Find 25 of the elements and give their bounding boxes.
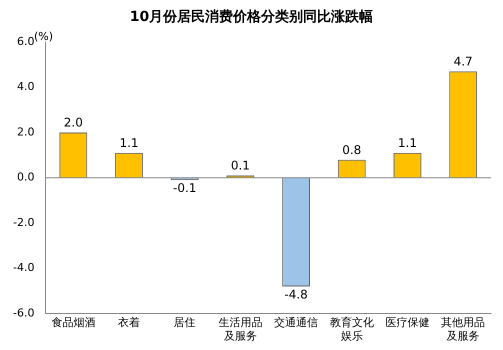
x-tick-label: 衣着 (118, 316, 140, 330)
y-tick-label: -4.0 (12, 261, 34, 274)
y-tick-label: 6.0 (16, 34, 34, 48)
x-tick-label: 教育文化娱乐 (330, 316, 374, 342)
data-label: 1.1 (119, 136, 139, 150)
chart-title: 10月份居民消费价格分类别同比涨跌幅 (128, 8, 374, 27)
data-label: 0.8 (342, 142, 362, 157)
y-tick-label: -2.0 (12, 216, 34, 229)
y-tick-label: 2.0 (16, 125, 34, 138)
data-label: 1.1 (398, 136, 418, 150)
x-tick-label: 生活用品及服务 (218, 316, 262, 342)
data-label: -0.1 (172, 181, 196, 196)
x-tick-label: 交通通信 (274, 316, 318, 330)
data-label: 2.0 (64, 116, 83, 130)
y-axis-title: (%) (34, 30, 54, 43)
x-tick-label: 其他用品及服务 (441, 316, 486, 342)
x-tick-label: 居住 (174, 316, 196, 330)
y-tick-label: 4.0 (16, 80, 34, 94)
data-label: -4.8 (284, 288, 308, 302)
x-tick-label: 食品烟酒 (51, 316, 96, 330)
y-tick-label: -6.0 (12, 306, 34, 320)
data-label: 0.1 (230, 158, 250, 173)
data-label: 4.7 (454, 54, 473, 69)
x-tick-label: 医疗保健 (385, 316, 430, 330)
y-tick-label: 0.0 (16, 170, 34, 184)
